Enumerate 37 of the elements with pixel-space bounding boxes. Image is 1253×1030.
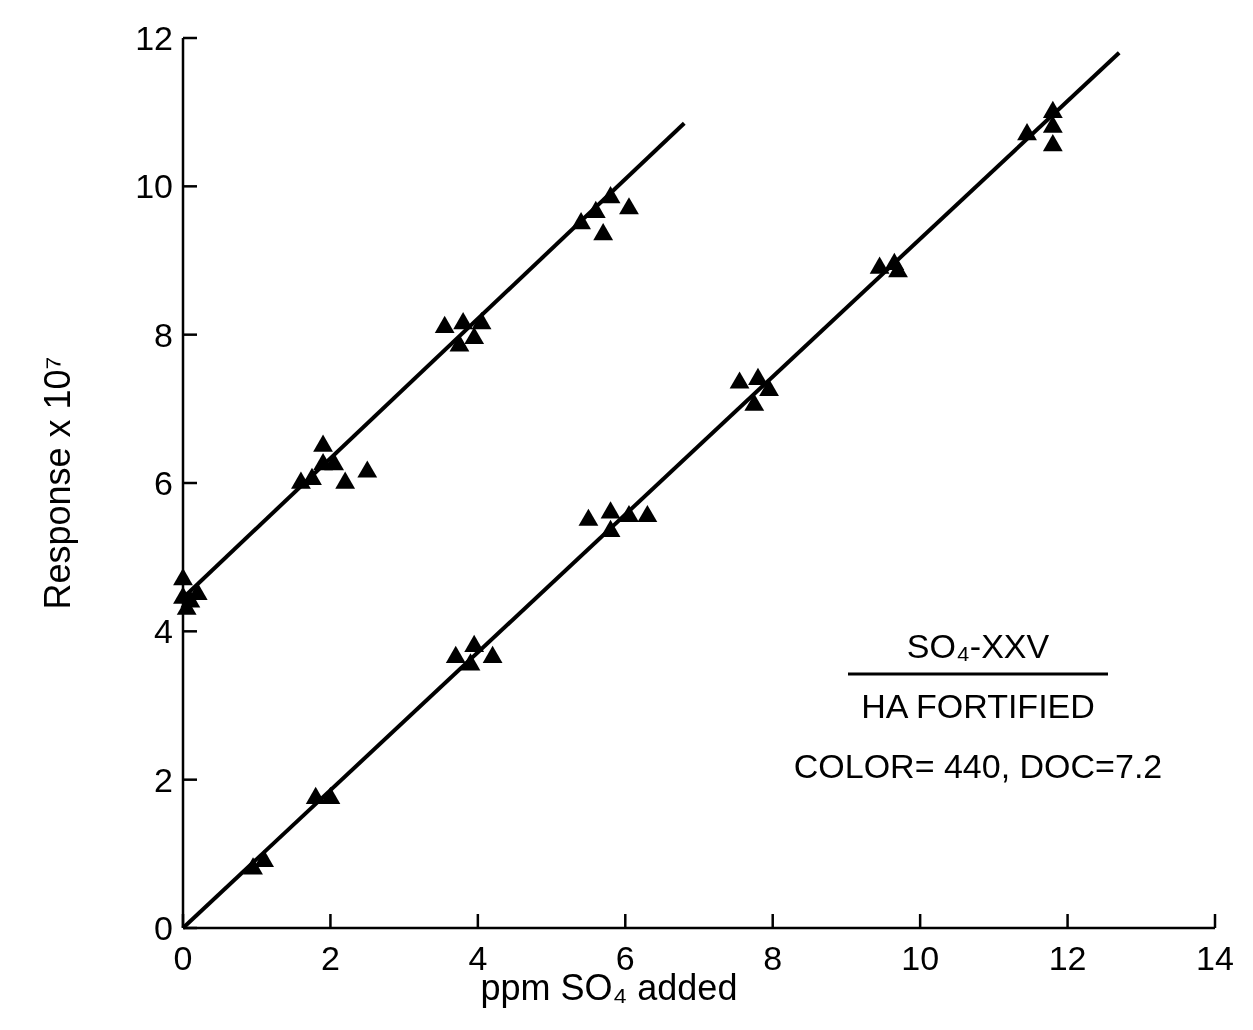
point	[748, 367, 768, 385]
point	[445, 645, 466, 664]
point	[888, 260, 908, 278]
point	[464, 326, 485, 345]
point	[313, 434, 333, 452]
x-tick-label: 6	[615, 939, 635, 977]
x-tick-label: 10	[901, 939, 940, 977]
point	[335, 471, 356, 489]
y-tick-label: 12	[135, 18, 173, 57]
point	[600, 501, 621, 519]
x-tick-label: 14	[1196, 939, 1234, 977]
annotation: SO₄-XXV	[906, 627, 1050, 665]
point	[482, 645, 503, 664]
y-tick-label: 2	[154, 760, 173, 799]
point	[744, 393, 765, 411]
y-tick-label: 10	[135, 167, 173, 206]
annotation: COLOR= 440, DOC=7.2	[793, 747, 1163, 785]
y-tick-label: 4	[154, 612, 173, 651]
y-tick-label: 8	[154, 315, 173, 354]
x-tick-label: 12	[1048, 939, 1087, 977]
point	[357, 460, 378, 478]
point	[637, 504, 658, 523]
x-tick-label: 8	[763, 939, 783, 977]
x-tick-label: 2	[320, 939, 340, 977]
point	[173, 567, 193, 586]
point	[729, 371, 750, 389]
point	[619, 197, 639, 215]
annotation: HA FORTIFIED	[861, 687, 1095, 725]
point	[578, 508, 599, 526]
point	[434, 315, 455, 333]
point	[593, 223, 614, 241]
point	[1042, 134, 1063, 152]
y-tick-label: 0	[154, 908, 173, 947]
y-axis-title: Response x 10⁷	[37, 356, 78, 610]
point	[759, 378, 779, 397]
y-tick-label: 6	[154, 463, 173, 502]
point	[1042, 115, 1063, 133]
